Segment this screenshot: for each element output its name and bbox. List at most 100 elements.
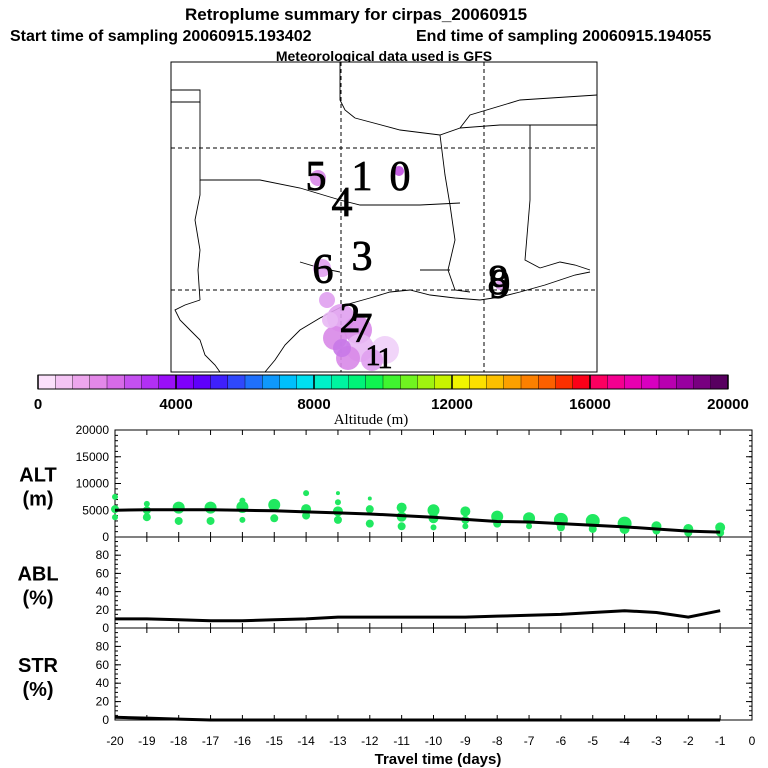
x-tick-label: -19 bbox=[138, 734, 156, 748]
plume-blobs bbox=[310, 166, 505, 371]
colorbar-tick-label: 4000 bbox=[159, 396, 192, 413]
x-tick-label: -15 bbox=[266, 734, 284, 748]
colorbar-swatch bbox=[193, 374, 211, 390]
colorbar-tick-label: 16000 bbox=[569, 396, 611, 413]
data-point bbox=[270, 514, 279, 523]
day-label: 2 bbox=[340, 296, 361, 342]
y-tick-label: 80 bbox=[96, 548, 110, 562]
day-label: 7 bbox=[352, 306, 373, 352]
colorbar-swatch bbox=[693, 374, 712, 390]
plume-blob bbox=[322, 312, 338, 328]
time-series-panels: 05000100001500020000ALT(m)020406080ABL(%… bbox=[17, 423, 753, 727]
colorbar-swatch bbox=[72, 374, 91, 390]
data-point bbox=[335, 491, 340, 496]
data-point bbox=[303, 490, 310, 497]
colorbar-swatch bbox=[641, 374, 660, 390]
plume-blob bbox=[333, 339, 351, 357]
y-tick-label: 80 bbox=[96, 639, 110, 653]
day-label: 0 bbox=[390, 154, 411, 200]
plume-blob bbox=[495, 280, 505, 290]
data-point bbox=[334, 499, 341, 506]
y-tick-label: 0 bbox=[102, 621, 109, 635]
colorbar-swatch bbox=[227, 374, 246, 390]
data-point bbox=[142, 513, 151, 522]
colorbar-swatch bbox=[296, 374, 315, 390]
colorbar-swatch bbox=[37, 374, 56, 390]
data-point bbox=[239, 516, 246, 523]
colorbar-tick-label: 8000 bbox=[297, 396, 330, 413]
panel-str: 0 20 40 60 80 STR(%) bbox=[18, 627, 753, 727]
colorbar-swatch bbox=[175, 374, 194, 390]
day-label: 8 bbox=[488, 258, 509, 304]
y-tick-label: 15000 bbox=[76, 450, 110, 464]
y-tick-label: 0 bbox=[102, 713, 109, 727]
x-tick-label: -2 bbox=[683, 734, 694, 748]
data-point bbox=[143, 500, 150, 507]
series-line-str bbox=[114, 715, 721, 722]
colorbar-swatch bbox=[141, 374, 160, 390]
y-tick-label: 60 bbox=[96, 566, 110, 580]
x-tick-label: -14 bbox=[297, 734, 315, 748]
colorbar-swatch bbox=[331, 374, 349, 390]
x-tick-label: -12 bbox=[361, 734, 379, 748]
y-axis-label: ALT bbox=[19, 465, 56, 487]
data-point bbox=[427, 504, 440, 517]
y-axis-label: (%) bbox=[22, 588, 53, 610]
colorbar-swatch bbox=[124, 374, 142, 390]
data-point bbox=[206, 516, 215, 525]
colorbar-tick-label: 20000 bbox=[707, 396, 749, 413]
colorbar-swatch bbox=[348, 374, 367, 390]
colorbar-swatch bbox=[486, 374, 505, 390]
day-label: 1 bbox=[366, 339, 381, 372]
colorbar-swatch bbox=[400, 374, 418, 390]
data-point bbox=[112, 493, 118, 500]
x-tick-label: -3 bbox=[651, 734, 662, 748]
x-tick-label: -20 bbox=[106, 734, 124, 748]
x-tick-label: -11 bbox=[393, 734, 410, 748]
colorbar-swatch bbox=[158, 374, 177, 390]
y-tick-label: 20 bbox=[96, 603, 110, 617]
colorbar-swatch bbox=[676, 374, 694, 390]
y-tick-label: 20 bbox=[96, 695, 110, 709]
plume-blob bbox=[319, 292, 335, 308]
colorbar-swatch bbox=[382, 374, 401, 390]
map-frame bbox=[170, 61, 598, 373]
day-label: 3 bbox=[352, 234, 373, 280]
y-tick-label: 10000 bbox=[76, 477, 110, 491]
data-point bbox=[460, 506, 471, 517]
x-tick-label: 0 bbox=[749, 734, 756, 748]
colorbar-swatch bbox=[244, 374, 263, 390]
plume-blob bbox=[313, 259, 331, 277]
x-tick-label: -9 bbox=[460, 734, 471, 748]
data-point bbox=[204, 501, 217, 514]
data-point bbox=[333, 515, 342, 524]
data-point bbox=[430, 524, 437, 531]
x-tick-label: -5 bbox=[587, 734, 598, 748]
data-point bbox=[365, 505, 374, 514]
y-axis-label: (m) bbox=[22, 489, 53, 511]
y-tick-label: 5000 bbox=[82, 503, 109, 517]
colorbar-swatch bbox=[520, 374, 539, 390]
x-tick-label: -6 bbox=[556, 734, 567, 748]
colorbar-label: Altitude (m) bbox=[334, 412, 409, 428]
colorbar-swatch bbox=[106, 374, 125, 390]
plume-blob bbox=[310, 170, 326, 186]
x-tick-label: -1 bbox=[715, 734, 726, 748]
colorbar-swatch bbox=[624, 374, 643, 390]
colorbar-swatch bbox=[538, 374, 556, 390]
day-label: 6 bbox=[313, 247, 334, 293]
data-point bbox=[172, 501, 185, 514]
map-gridlines bbox=[171, 62, 597, 372]
data-point bbox=[268, 498, 281, 511]
panel-frame bbox=[114, 627, 753, 721]
panel-alt: 0 5000 10000 15000 20000 ALT(m) bbox=[19, 423, 753, 544]
day-label: 1 bbox=[352, 154, 373, 200]
x-tick-label: -4 bbox=[619, 734, 630, 748]
colorbar-swatch bbox=[503, 374, 522, 390]
data-point bbox=[174, 516, 183, 525]
map-boundaries bbox=[171, 62, 598, 373]
series-line-abl bbox=[115, 609, 721, 623]
x-tick-label: -13 bbox=[329, 734, 347, 748]
data-point bbox=[588, 524, 597, 533]
